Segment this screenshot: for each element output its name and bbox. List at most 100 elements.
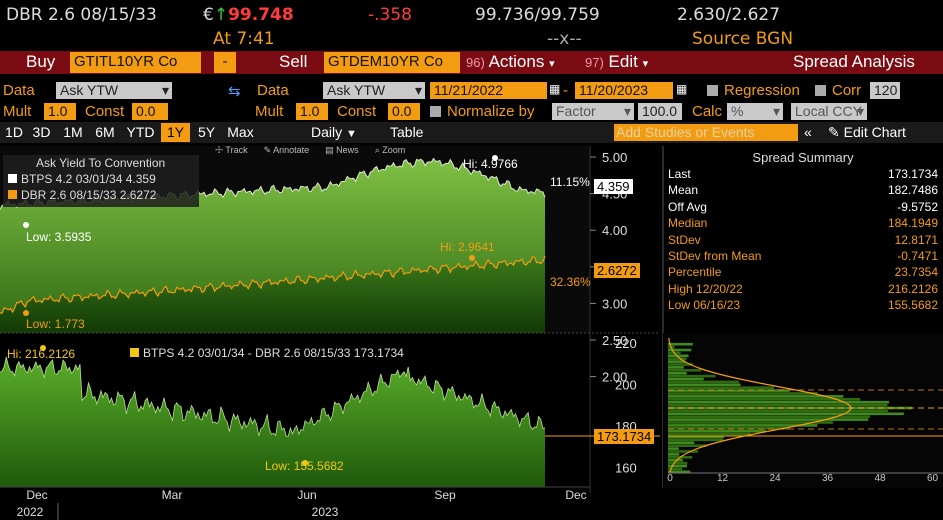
- hist-bar: [668, 395, 844, 398]
- data2-value: Ask YTW: [327, 82, 386, 98]
- calendar-icon[interactable]: ▦: [676, 82, 688, 96]
- summary-row: Last 173.1734: [668, 166, 938, 182]
- y-tick-label: 2.50: [602, 333, 627, 348]
- x-month-label: Dec: [565, 488, 586, 502]
- mult1-label: Mult: [3, 103, 32, 120]
- hist-bar: [668, 392, 818, 395]
- lower-legend[interactable]: BTPS 4.2 03/01/34 - DBR 2.6 08/15/33 173…: [130, 346, 404, 360]
- regression-checkbox[interactable]: [707, 85, 718, 96]
- x-month-label: Dec: [26, 488, 47, 502]
- chevron-down-icon: ▾: [856, 103, 864, 119]
- data2-select[interactable]: Ask YTW ▾: [323, 82, 425, 99]
- date-separator: -: [563, 82, 568, 99]
- table-button[interactable]: Table: [390, 124, 424, 140]
- hist-bar: [668, 432, 751, 436]
- legend-btps[interactable]: BTPS 4.2 03/01/34 4.359: [8, 172, 156, 186]
- mult1-input[interactable]: 1.0: [44, 103, 76, 120]
- hist-bar: [668, 441, 695, 445]
- btps-low-marker: [23, 222, 29, 228]
- hist-bar: [668, 458, 683, 462]
- const1-input[interactable]: 0.0: [132, 103, 168, 120]
- hist-bar: [668, 398, 861, 401]
- summary-key: High 12/20/22: [668, 281, 743, 296]
- dbr-low-label: Low: 1.773: [26, 317, 85, 331]
- calc-select[interactable]: % ▾: [727, 103, 783, 120]
- dbr-swatch: [8, 190, 17, 199]
- calendar-icon[interactable]: ▦: [549, 82, 561, 96]
- normalize-checkbox[interactable]: [430, 106, 441, 117]
- track-tool[interactable]: ☩ Track: [215, 145, 248, 155]
- buy-ticker-input[interactable]: GTITL10YR Co: [70, 52, 201, 73]
- hist-bar: [668, 453, 680, 456]
- spread-high-marker: [40, 345, 46, 351]
- edit-menu[interactable]: 97) Edit ▾: [585, 52, 648, 72]
- y-tick-label: 200: [615, 378, 637, 393]
- quote-time: At 7:41: [213, 29, 275, 49]
- factor-value: Factor: [556, 103, 596, 119]
- sell-ticker-input[interactable]: GTDEM10YR Co: [324, 52, 460, 73]
- hist-bar: [668, 421, 833, 424]
- summary-title: Spread Summary: [752, 150, 854, 165]
- hist-bar: [668, 389, 790, 392]
- collapse-icon[interactable]: «: [804, 124, 812, 140]
- period-tab-5y[interactable]: 5Y: [197, 124, 216, 140]
- period-tab-6m[interactable]: 6M: [95, 124, 115, 140]
- factor-select[interactable]: Factor ▾: [552, 103, 634, 120]
- swap-arrows-icon[interactable]: ⇆: [228, 83, 241, 100]
- chevron-down-icon: ▾: [549, 58, 555, 70]
- spread-line: [0, 356, 546, 437]
- page-title: Spread Analysis: [793, 52, 915, 71]
- currency-value: Local CCY: [795, 103, 862, 119]
- hist-bar: [668, 360, 686, 363]
- summary-value: -9.5752: [897, 199, 938, 214]
- sell-label: Sell: [279, 52, 308, 71]
- annotate-tool[interactable]: ✎ Annotate: [263, 145, 310, 155]
- hist-bar: [668, 371, 687, 375]
- const2-label: Const: [337, 103, 377, 120]
- hist-axis-label: 36: [822, 473, 834, 484]
- zoom-tool[interactable]: ⌕ Zoom: [374, 145, 406, 155]
- period-tab-3d[interactable]: 3D: [32, 124, 51, 140]
- summary-key: Low 06/16/23: [668, 298, 741, 313]
- const2-input[interactable]: 0.0: [388, 103, 420, 120]
- hist-axis-label: 60: [927, 473, 939, 484]
- period-tab-max[interactable]: Max: [227, 124, 254, 140]
- summary-row: StDev from Mean -0.7471: [668, 248, 938, 264]
- edit-label: Edit: [608, 52, 638, 71]
- spread-low-marker: [302, 460, 308, 466]
- edit-chart-button[interactable]: ✎ Edit Chart: [828, 124, 906, 141]
- bid-ask-yield: 2.630/2.627: [677, 5, 781, 25]
- data1-select[interactable]: Ask YTW ▾: [56, 82, 172, 99]
- period-tab-1y[interactable]: 1Y: [161, 123, 190, 142]
- legend-dbr[interactable]: DBR 2.6 08/15/33 2.6272: [8, 188, 156, 202]
- period-tabs: 1D 3D 1M 6M YTD 1Y 5Y Max: [0, 123, 258, 142]
- summary-row: Low 06/16/23 155.5682: [668, 297, 938, 313]
- period-tab-1m[interactable]: 1M: [63, 124, 83, 140]
- add-studies-input[interactable]: Add Studies or Events: [614, 124, 798, 141]
- hist-bar: [668, 383, 741, 387]
- hist-bar: [668, 412, 904, 416]
- news-tool[interactable]: ▤ News: [325, 145, 359, 155]
- frequency-select[interactable]: Daily ▼: [311, 124, 357, 140]
- mult2-input[interactable]: 1.0: [296, 103, 328, 120]
- corr-checkbox[interactable]: [815, 85, 826, 96]
- actions-menu[interactable]: 96) Actions ▾: [466, 52, 555, 72]
- period-tab-1d[interactable]: 1D: [5, 124, 23, 140]
- start-date-input[interactable]: 11/21/2022: [430, 82, 547, 99]
- dbr-yield-line: [0, 255, 546, 314]
- y-tick-label: 2.00: [602, 370, 627, 385]
- chart-tools: ☩ Track ✎ Annotate ▤ News ⌕ Zoom: [215, 145, 405, 156]
- currency-select[interactable]: Local CCY ▾: [791, 103, 867, 120]
- corr-window-input[interactable]: 120: [870, 82, 900, 99]
- end-date-input[interactable]: 11/20/2023: [575, 82, 673, 99]
- summary-key: Off Avg: [668, 199, 707, 214]
- hist-bar: [668, 444, 708, 447]
- period-tab-ytd[interactable]: YTD: [126, 124, 155, 140]
- factor-input[interactable]: 100.0: [638, 103, 682, 120]
- calc-label: Calc: [692, 103, 723, 120]
- pencil-icon: ✎: [828, 124, 840, 140]
- dbr-yield-area: [0, 255, 545, 333]
- hist-bar: [668, 380, 739, 384]
- swap-dash-button[interactable]: -: [214, 52, 236, 73]
- upper-legend: [3, 155, 199, 207]
